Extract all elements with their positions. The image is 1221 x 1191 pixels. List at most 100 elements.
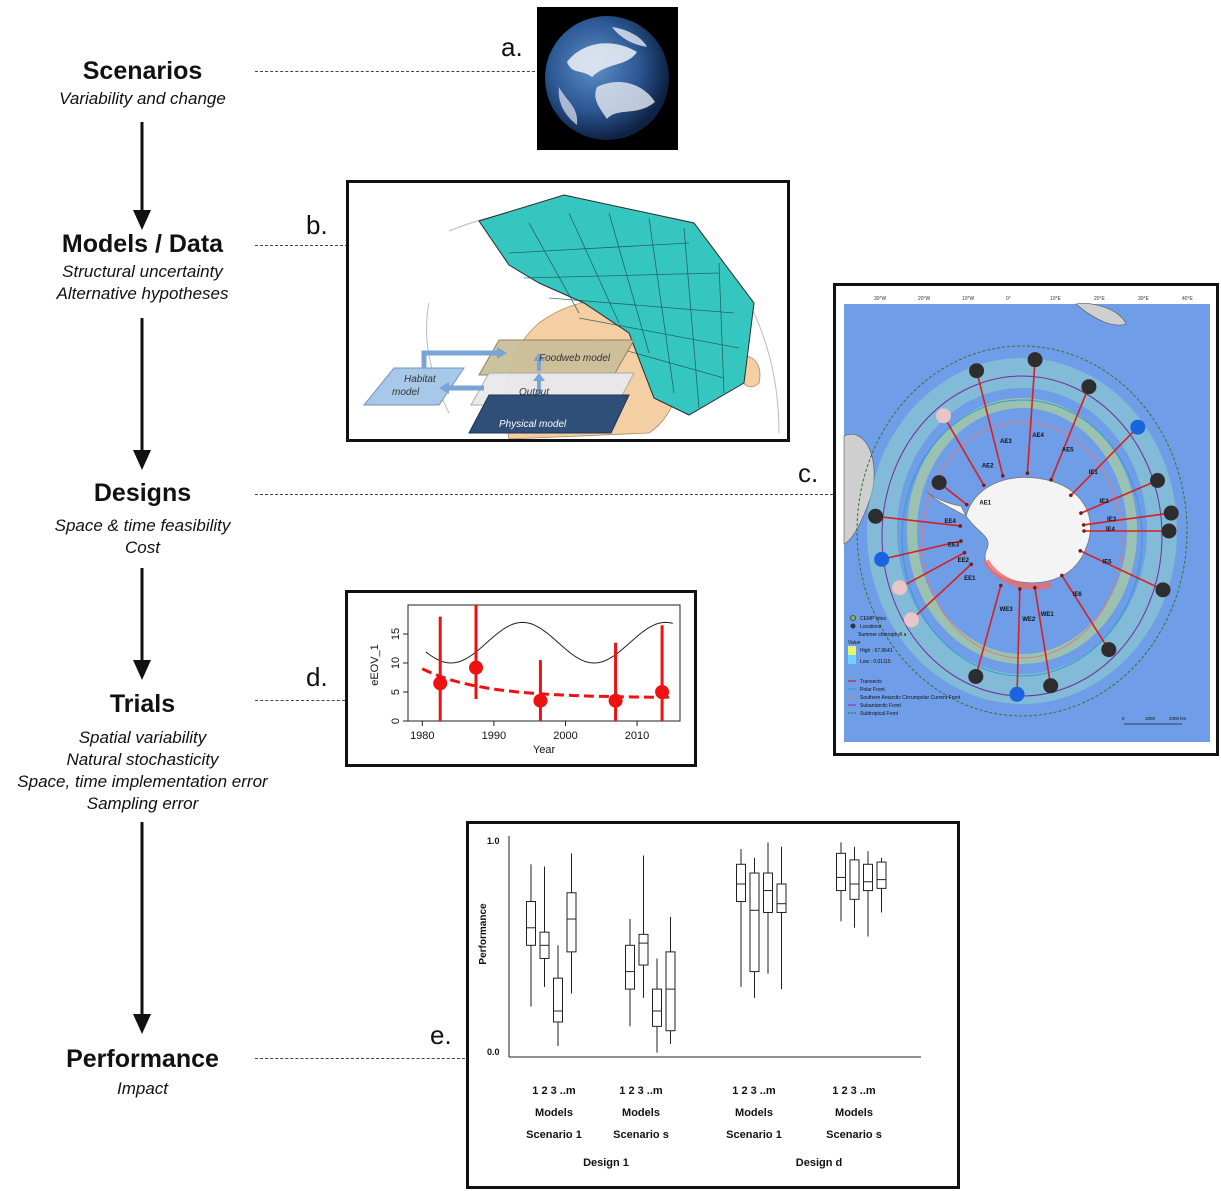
coast-site bbox=[1033, 585, 1037, 590]
x-tick-label: 2000 bbox=[553, 730, 577, 742]
transect-label: EE1 bbox=[964, 576, 976, 582]
arrow-head-2 bbox=[133, 450, 151, 470]
panel-label-d: d. bbox=[306, 662, 328, 692]
habitat-label-2: model bbox=[392, 387, 420, 398]
group-models-label: Models bbox=[735, 1107, 773, 1119]
location-dot bbox=[1155, 582, 1171, 598]
domain-grid bbox=[508, 212, 740, 409]
subtropical-front bbox=[856, 345, 1188, 717]
connector-e bbox=[255, 1058, 465, 1059]
panel-label-e: e. bbox=[430, 1020, 452, 1050]
transect-label: AE3 bbox=[1000, 439, 1012, 445]
flow-arrows bbox=[133, 122, 151, 1034]
group-scenario-label: Scenario 1 bbox=[726, 1129, 782, 1141]
map-scale-bar: 0 1000 2000 km bbox=[1122, 716, 1187, 725]
habitat-label-1: Habitat bbox=[404, 374, 437, 385]
x-axis-label: Year bbox=[533, 744, 556, 756]
transect-line bbox=[1079, 550, 1164, 591]
box bbox=[526, 901, 536, 946]
coast-site bbox=[1025, 471, 1030, 476]
stage-title-performance: Performance bbox=[66, 1045, 219, 1073]
arrow-head-1 bbox=[133, 210, 151, 230]
legend-saccf: Southern Antarctic Circumpolar Current F… bbox=[860, 695, 961, 701]
e-y-axis-label: Performance bbox=[478, 903, 489, 965]
trend-line bbox=[421, 667, 673, 699]
transect-line bbox=[899, 552, 965, 589]
coast-site bbox=[1060, 573, 1064, 578]
arrow-head-3 bbox=[133, 660, 151, 680]
panel-label-a: a. bbox=[501, 32, 523, 62]
transect-line bbox=[875, 515, 961, 527]
map-top-tick: 40°E bbox=[1182, 296, 1194, 302]
transect-label: IE2 bbox=[1100, 499, 1110, 505]
location-dot bbox=[1081, 379, 1097, 395]
connector-b bbox=[255, 245, 348, 246]
stage-sub-trials-2: Natural stochasticity bbox=[66, 750, 219, 769]
location-dot bbox=[1027, 352, 1043, 368]
panel-d-chart: eEOV_1 Year 1980 1990 2000 2010 0 5 10 15 bbox=[369, 604, 681, 756]
transect-label: WE3 bbox=[1000, 607, 1014, 613]
legend-value: Value bbox=[848, 640, 861, 646]
box bbox=[736, 863, 746, 903]
transect-line bbox=[1070, 426, 1139, 496]
panel-d-frame: eEOV_1 Year 1980 1990 2000 2010 0 5 10 15 bbox=[345, 590, 697, 767]
connector-d bbox=[255, 700, 345, 701]
group-scenario-label: Scenario 1 bbox=[526, 1129, 582, 1141]
transect-line bbox=[1026, 359, 1036, 474]
stage-sub-scenarios: Variability and change bbox=[59, 89, 226, 108]
transect-label: EE3 bbox=[948, 543, 960, 549]
coast-site bbox=[998, 583, 1003, 588]
coast-site bbox=[1078, 549, 1083, 553]
transect-line bbox=[975, 585, 1002, 677]
coast-site bbox=[1079, 511, 1083, 515]
stage-sub-designs-2: Cost bbox=[125, 538, 160, 557]
location-dot bbox=[1163, 505, 1179, 521]
coast-site bbox=[1018, 587, 1022, 591]
stage-sub-trials-1: Spatial variability bbox=[78, 728, 207, 747]
box bbox=[553, 977, 563, 1023]
location-dot bbox=[1150, 473, 1166, 489]
location-dots bbox=[868, 352, 1179, 702]
coast-site bbox=[964, 502, 969, 507]
group-labels: 1 2 3 ..m Models Scenario 1 1 2 3 ..m Models… bbox=[526, 1085, 882, 1141]
box bbox=[665, 951, 676, 1032]
connector-a bbox=[255, 71, 540, 72]
transect-line bbox=[1016, 588, 1021, 695]
transect-line bbox=[975, 370, 1004, 477]
antarctica-land bbox=[965, 476, 1091, 584]
location-dot bbox=[969, 363, 985, 379]
stage-sub-trials-3: Space, time implementation error bbox=[17, 772, 268, 791]
location-dot bbox=[892, 580, 908, 596]
e-ytick-top: 1.0 bbox=[487, 836, 500, 846]
e-ytick-bottom: 0.0 bbox=[487, 1047, 500, 1057]
box bbox=[849, 859, 860, 900]
location-dot bbox=[1161, 523, 1177, 539]
scale-1000: 1000 bbox=[1145, 716, 1156, 721]
location-dot bbox=[931, 475, 947, 491]
group-models-index: 1 2 3 ..m bbox=[832, 1085, 876, 1097]
stage-sub-designs-1: Space & time feasibility bbox=[54, 516, 231, 535]
x-tick-label: 2010 bbox=[625, 730, 649, 742]
scale-0: 0 bbox=[1122, 716, 1125, 721]
design-label-d: Design d bbox=[796, 1157, 842, 1169]
transect-label: EE4 bbox=[944, 519, 956, 525]
box bbox=[776, 883, 787, 913]
transect-label: IE3 bbox=[1107, 517, 1117, 523]
transect-label: IE5 bbox=[1103, 559, 1113, 565]
arrow-head-4 bbox=[133, 1014, 151, 1034]
location-dot bbox=[1130, 419, 1146, 435]
transect-line bbox=[1080, 479, 1158, 514]
coast-site bbox=[1049, 477, 1053, 482]
stage-title-designs: Designs bbox=[93, 479, 192, 507]
cycle-line bbox=[425, 621, 673, 664]
transects: AE1 AE2 AE3 AE4 AE5 IE1 IE2 IE3 IE4 IE5 IE6 WE1 WE2 W… bbox=[875, 359, 1172, 695]
box bbox=[863, 863, 873, 892]
group-scenario-label: Scenario s bbox=[613, 1129, 669, 1141]
data-point bbox=[655, 685, 670, 699]
map-top-tick: 20°E bbox=[1094, 296, 1106, 302]
transect-label: AE4 bbox=[1032, 433, 1044, 439]
physical-label: Physical model bbox=[499, 419, 567, 430]
legend-chl: Summer chlorophyll a bbox=[858, 632, 907, 638]
location-dot bbox=[903, 612, 919, 628]
coast-site bbox=[962, 550, 967, 555]
